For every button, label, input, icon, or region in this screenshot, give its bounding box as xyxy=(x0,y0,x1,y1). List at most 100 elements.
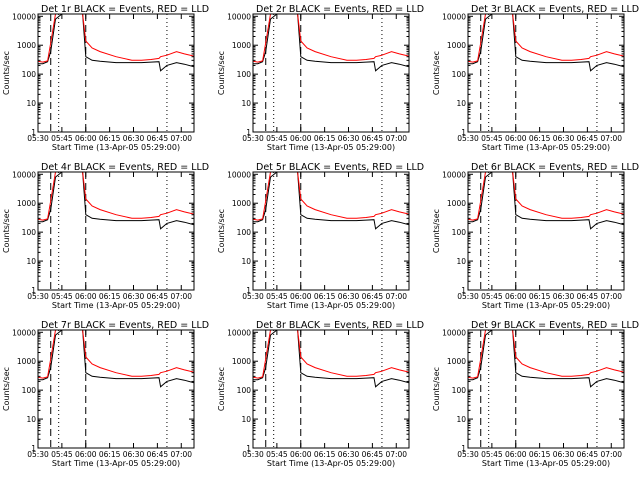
plot-frame xyxy=(37,171,195,291)
x-tick-label: 07:00 xyxy=(600,450,622,459)
y-tick-label: 1 xyxy=(461,444,466,453)
lld-series-line xyxy=(468,330,624,379)
panel-title: Det 8r BLACK = Events, RED = LLD xyxy=(256,320,424,331)
y-tick-label: 1 xyxy=(246,444,251,453)
y-tick-label: 1 xyxy=(246,128,251,137)
detector-panel-5: Det 5r BLACK = Events, RED = LLD 1 10 100 10… xyxy=(217,162,424,310)
y-tick-label: 100 xyxy=(452,386,467,395)
lld-series-line xyxy=(38,330,194,379)
x-tick-label: 05:45 xyxy=(266,292,288,301)
y-tick-label: 1 xyxy=(31,444,36,453)
lld-series-line xyxy=(38,172,194,221)
y-tick-label: 1000 xyxy=(447,199,466,208)
y-tick-label: 100 xyxy=(22,228,37,237)
x-tick-label: 05:30 xyxy=(242,292,264,301)
y-tick-label: 1 xyxy=(461,128,466,137)
lld-series-line xyxy=(38,14,194,63)
x-tick-label: 06:15 xyxy=(314,450,336,459)
x-tick-label: 05:30 xyxy=(457,134,479,143)
x-tick-label: 06:30 xyxy=(123,134,145,143)
events-series-line xyxy=(38,14,194,72)
events-series-line xyxy=(253,14,409,72)
events-series-line xyxy=(468,14,624,72)
x-axis-label: Start Time (13-Apr-05 05:29:00) xyxy=(52,459,180,468)
x-tick-label: 06:15 xyxy=(99,134,121,143)
x-tick-label: 06:30 xyxy=(338,292,360,301)
detector-panel-6: Det 6r BLACK = Events, RED = LLD 1 10 100 10… xyxy=(432,162,639,310)
detector-panel-3: Det 3r BLACK = Events, RED = LLD 1 10 100 10… xyxy=(432,4,639,152)
y-tick-label: 1000 xyxy=(17,41,36,50)
panel-title: Det 9r BLACK = Events, RED = LLD xyxy=(471,320,639,331)
events-series-line xyxy=(253,330,409,388)
y-axis-label: Counts/sec xyxy=(217,51,226,95)
detector-panel-8: Det 8r BLACK = Events, RED = LLD 1 10 100 10… xyxy=(217,320,424,468)
detector-panel-1: Det 1r BLACK = Events, RED = LLD 1 10 100 10… xyxy=(2,4,209,152)
lld-series-line xyxy=(253,172,409,221)
y-tick-label: 10 xyxy=(26,415,36,424)
y-tick-label: 10 xyxy=(456,99,466,108)
x-tick-label: 06:00 xyxy=(290,134,312,143)
y-tick-label: 100 xyxy=(237,228,252,237)
x-tick-label: 06:15 xyxy=(99,292,121,301)
lld-series-line xyxy=(468,14,624,63)
x-tick-label: 05:45 xyxy=(481,292,503,301)
y-tick-label: 10 xyxy=(26,257,36,266)
panel-title: Det 6r BLACK = Events, RED = LLD xyxy=(471,162,639,173)
x-tick-label: 05:30 xyxy=(27,134,49,143)
x-tick-label: 05:45 xyxy=(481,134,503,143)
x-tick-label: 06:00 xyxy=(290,450,312,459)
x-tick-label: 06:45 xyxy=(362,450,384,459)
x-tick-label: 07:00 xyxy=(385,450,407,459)
y-tick-label: 1 xyxy=(461,286,466,295)
y-tick-label: 10 xyxy=(241,257,251,266)
x-tick-label: 06:00 xyxy=(75,292,97,301)
y-axis-label: Counts/sec xyxy=(432,367,441,411)
x-tick-label: 06:45 xyxy=(577,450,599,459)
x-tick-label: 06:15 xyxy=(529,134,551,143)
y-tick-label: 10000 xyxy=(442,170,466,179)
x-axis-label: Start Time (13-Apr-05 05:29:00) xyxy=(52,301,180,310)
x-tick-label: 06:00 xyxy=(290,292,312,301)
y-tick-label: 1 xyxy=(246,286,251,295)
x-tick-label: 06:30 xyxy=(338,134,360,143)
panel-title: Det 4r BLACK = Events, RED = LLD xyxy=(41,162,209,173)
x-tick-label: 07:00 xyxy=(170,134,192,143)
x-tick-label: 05:45 xyxy=(481,450,503,459)
x-tick-label: 05:45 xyxy=(51,134,73,143)
y-axis-label: Counts/sec xyxy=(2,367,11,411)
y-tick-label: 100 xyxy=(452,70,467,79)
panel-title: Det 2r BLACK = Events, RED = LLD xyxy=(256,4,424,15)
y-tick-label: 10000 xyxy=(227,12,251,21)
x-tick-label: 05:30 xyxy=(242,134,264,143)
lld-series-line xyxy=(253,14,409,63)
x-tick-label: 06:30 xyxy=(338,450,360,459)
detector-panel-7: Det 7r BLACK = Events, RED = LLD 1 10 100 10… xyxy=(2,320,209,468)
y-tick-label: 10000 xyxy=(442,12,466,21)
x-tick-label: 05:30 xyxy=(27,292,49,301)
events-series-line xyxy=(468,330,624,388)
x-tick-label: 06:45 xyxy=(147,134,169,143)
panel-title: Det 1r BLACK = Events, RED = LLD xyxy=(41,4,209,15)
x-tick-label: 06:15 xyxy=(529,450,551,459)
y-axis-label: Counts/sec xyxy=(2,51,11,95)
y-tick-label: 10000 xyxy=(12,170,36,179)
x-tick-label: 06:45 xyxy=(577,292,599,301)
y-tick-label: 1000 xyxy=(17,199,36,208)
x-tick-label: 06:30 xyxy=(553,292,575,301)
y-tick-label: 100 xyxy=(237,386,252,395)
events-series-line xyxy=(468,172,624,230)
y-tick-label: 10000 xyxy=(227,170,251,179)
x-tick-label: 06:45 xyxy=(147,450,169,459)
y-tick-label: 10 xyxy=(26,99,36,108)
events-series-line xyxy=(38,172,194,230)
plot-frame xyxy=(37,329,195,449)
y-tick-label: 10000 xyxy=(12,328,36,337)
x-tick-label: 06:00 xyxy=(75,450,97,459)
plot-frame xyxy=(467,329,625,449)
detector-panel-2: Det 2r BLACK = Events, RED = LLD 1 10 100 10… xyxy=(217,4,424,152)
x-tick-label: 06:45 xyxy=(362,292,384,301)
x-tick-label: 07:00 xyxy=(385,292,407,301)
y-tick-label: 1 xyxy=(31,286,36,295)
x-axis-label: Start Time (13-Apr-05 05:29:00) xyxy=(482,459,610,468)
